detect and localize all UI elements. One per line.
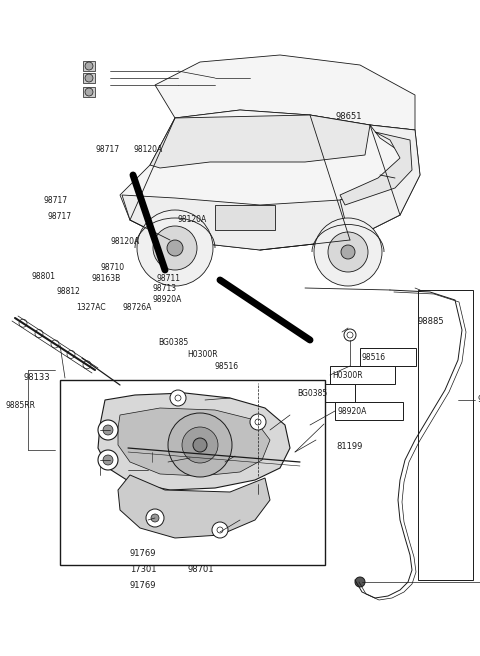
Circle shape bbox=[253, 470, 263, 480]
Circle shape bbox=[83, 361, 91, 369]
Circle shape bbox=[341, 245, 355, 259]
Bar bbox=[83, 87, 95, 97]
Circle shape bbox=[153, 226, 197, 270]
Circle shape bbox=[193, 438, 207, 452]
Text: 98133: 98133 bbox=[23, 373, 49, 382]
Text: 98710: 98710 bbox=[101, 263, 125, 272]
Bar bbox=[418, 290, 473, 580]
Circle shape bbox=[148, 455, 162, 469]
Text: 98651: 98651 bbox=[336, 112, 362, 121]
Circle shape bbox=[355, 577, 365, 587]
Circle shape bbox=[235, 450, 245, 460]
Circle shape bbox=[344, 329, 356, 341]
Circle shape bbox=[103, 425, 113, 435]
Circle shape bbox=[85, 74, 93, 82]
Circle shape bbox=[146, 509, 164, 527]
Text: 98717: 98717 bbox=[47, 212, 71, 221]
Circle shape bbox=[67, 350, 75, 358]
Bar bbox=[215, 205, 275, 230]
Text: 98701: 98701 bbox=[187, 565, 214, 574]
Circle shape bbox=[151, 514, 159, 522]
Text: 98812: 98812 bbox=[57, 287, 81, 296]
Circle shape bbox=[98, 450, 118, 470]
Circle shape bbox=[328, 232, 368, 272]
Circle shape bbox=[206, 451, 214, 459]
Text: 81199: 81199 bbox=[336, 441, 362, 451]
Text: 98516: 98516 bbox=[362, 352, 386, 361]
Circle shape bbox=[103, 455, 113, 465]
Circle shape bbox=[314, 218, 382, 286]
Circle shape bbox=[279, 444, 291, 456]
Polygon shape bbox=[98, 393, 290, 490]
Bar bbox=[83, 61, 95, 71]
Bar bbox=[100, 460, 118, 472]
Polygon shape bbox=[340, 132, 412, 205]
Circle shape bbox=[19, 319, 27, 327]
Circle shape bbox=[168, 413, 232, 477]
Circle shape bbox=[230, 445, 250, 465]
Text: 98920A: 98920A bbox=[337, 407, 366, 415]
Bar bbox=[295, 384, 355, 402]
Bar bbox=[60, 380, 325, 565]
Polygon shape bbox=[122, 185, 400, 250]
Circle shape bbox=[35, 329, 43, 338]
Circle shape bbox=[85, 88, 93, 96]
Text: 98920A: 98920A bbox=[153, 295, 182, 304]
Text: BG0385: BG0385 bbox=[158, 338, 189, 347]
Text: 98713: 98713 bbox=[153, 284, 177, 293]
Text: 98885: 98885 bbox=[478, 396, 480, 405]
Text: 98516: 98516 bbox=[214, 361, 238, 371]
Bar bbox=[150, 457, 160, 467]
Text: 17301: 17301 bbox=[130, 565, 156, 574]
Text: 98801: 98801 bbox=[31, 272, 55, 281]
Text: 98120A: 98120A bbox=[110, 237, 140, 246]
Circle shape bbox=[51, 340, 59, 348]
Circle shape bbox=[250, 414, 266, 430]
Text: 1327AC: 1327AC bbox=[76, 302, 106, 312]
Bar bbox=[138, 452, 166, 462]
Bar bbox=[360, 348, 416, 366]
Circle shape bbox=[182, 427, 218, 463]
Polygon shape bbox=[340, 125, 420, 240]
Polygon shape bbox=[120, 110, 420, 250]
Circle shape bbox=[257, 444, 273, 460]
Bar bbox=[335, 402, 403, 420]
Circle shape bbox=[202, 447, 218, 463]
Circle shape bbox=[212, 522, 228, 538]
Polygon shape bbox=[150, 115, 370, 168]
Circle shape bbox=[275, 440, 295, 460]
Text: 98726A: 98726A bbox=[122, 302, 152, 312]
Polygon shape bbox=[118, 408, 270, 476]
Circle shape bbox=[238, 461, 252, 475]
Text: BG0385: BG0385 bbox=[297, 388, 327, 398]
Polygon shape bbox=[155, 55, 415, 130]
Text: 98120A: 98120A bbox=[178, 215, 207, 224]
Circle shape bbox=[85, 62, 93, 70]
Polygon shape bbox=[118, 475, 270, 538]
Text: 98163B: 98163B bbox=[91, 274, 120, 283]
Text: H0300R: H0300R bbox=[187, 350, 218, 359]
Text: 98885: 98885 bbox=[418, 317, 444, 326]
Text: H0300R: H0300R bbox=[332, 371, 362, 380]
Bar bbox=[83, 73, 95, 83]
Text: 91769: 91769 bbox=[130, 581, 156, 590]
Circle shape bbox=[98, 420, 118, 440]
Text: 9885RR: 9885RR bbox=[6, 401, 36, 410]
Circle shape bbox=[170, 390, 186, 406]
Text: 91769: 91769 bbox=[130, 548, 156, 558]
Circle shape bbox=[137, 210, 213, 286]
Bar bbox=[330, 366, 395, 384]
Circle shape bbox=[249, 466, 267, 484]
Circle shape bbox=[167, 240, 183, 256]
Text: 98711: 98711 bbox=[156, 274, 180, 283]
Text: 98717: 98717 bbox=[43, 195, 67, 205]
Text: 98120A: 98120A bbox=[133, 145, 163, 154]
Text: 98717: 98717 bbox=[95, 145, 119, 154]
